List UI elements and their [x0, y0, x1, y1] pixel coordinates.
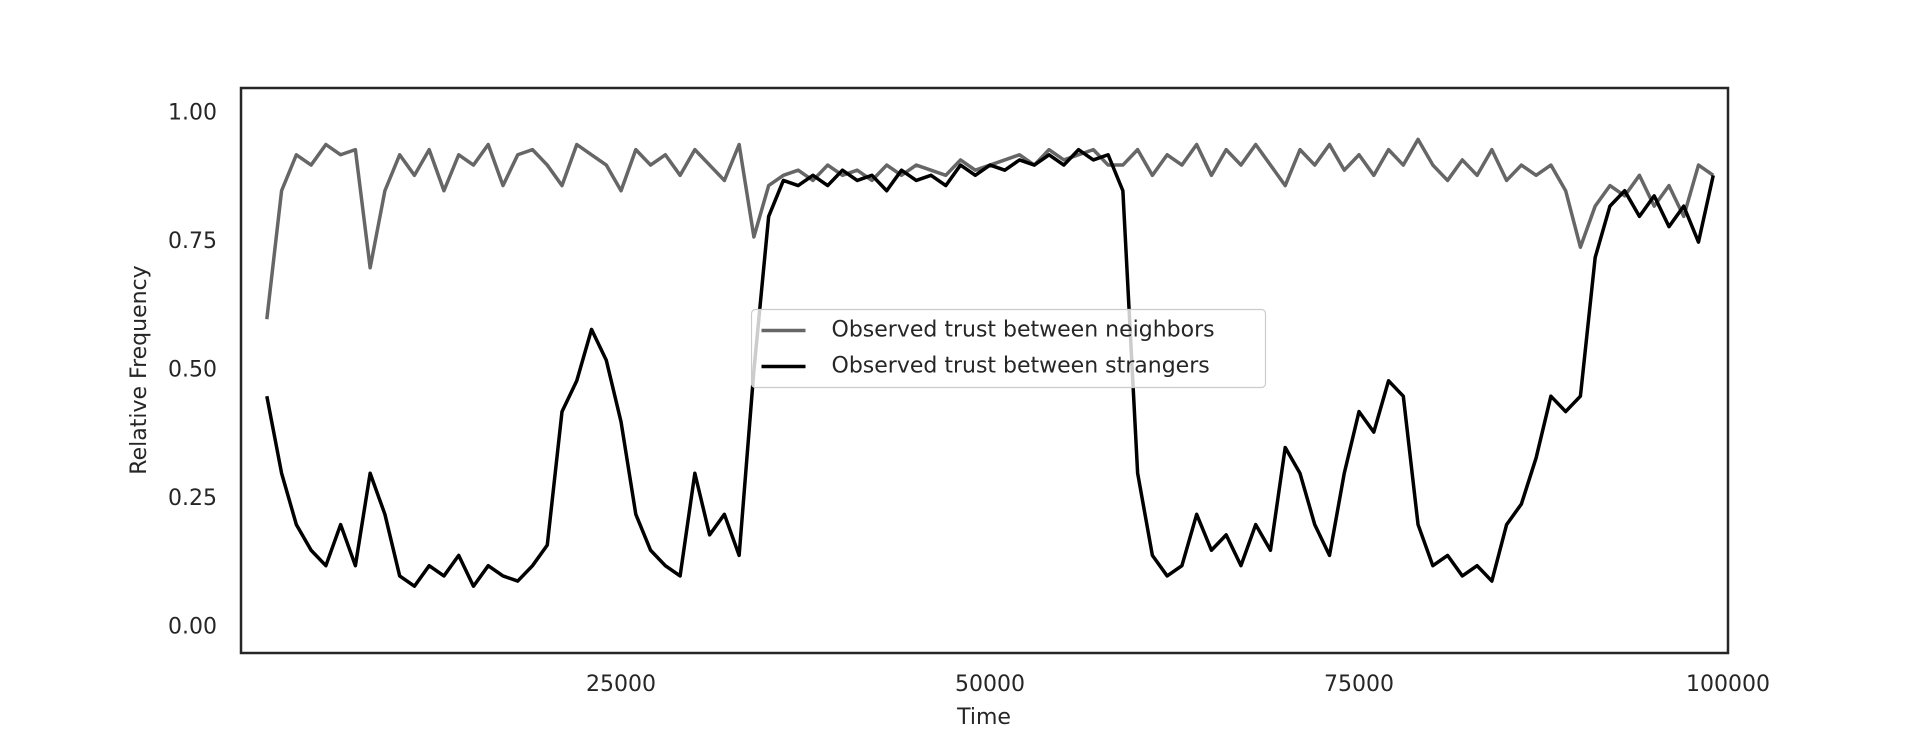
- x-tick-label: 25000: [586, 672, 656, 697]
- legend-label: Observed trust between neighbors: [832, 318, 1215, 343]
- series-line: [265, 147, 1715, 588]
- plot-frame: [239, 86, 1730, 655]
- y-tick-label: 0.00: [168, 614, 217, 639]
- x-axis-label: Time: [956, 705, 1011, 730]
- y-tick-label: 0.25: [168, 486, 217, 511]
- y-tick-label: 0.50: [168, 358, 217, 383]
- y-tick-label: 0.75: [168, 229, 217, 254]
- legend-box: [750, 308, 1267, 389]
- y-tick-label: 1.00: [168, 101, 217, 126]
- y-axis-label: Relative Frequency: [127, 265, 152, 474]
- x-tick-label: 75000: [1324, 672, 1394, 697]
- legend-label: Observed trust between strangers: [832, 354, 1210, 379]
- x-tick-label: 100000: [1686, 672, 1770, 697]
- x-tick-label: 50000: [955, 672, 1025, 697]
